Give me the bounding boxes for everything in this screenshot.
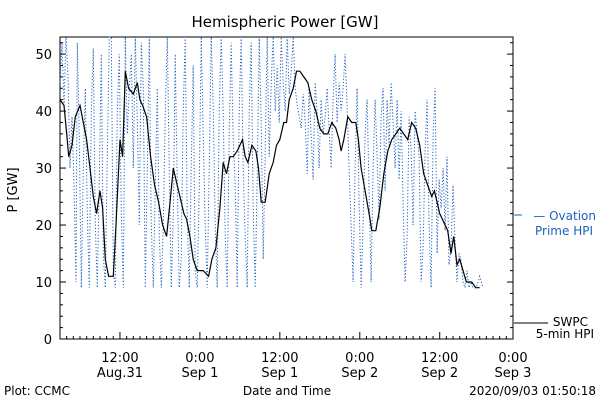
- x-tick-label: 0:00: [185, 351, 214, 366]
- plot-credit: Plot: CCMC: [4, 384, 70, 398]
- chart-title: Hemispheric Power [GW]: [192, 13, 379, 31]
- x-tick-label: 12:00: [421, 351, 458, 366]
- legend: — Ovation Prime HPI SWPC 5-min HPI: [514, 209, 596, 341]
- y-axis-label: P [GW]: [6, 167, 21, 212]
- x-tick-label: Sep 3: [495, 366, 532, 381]
- x-tick-label: Sep 2: [341, 366, 378, 381]
- y-tick-label: 10: [35, 276, 52, 291]
- x-tick-label: 0:00: [345, 351, 374, 366]
- y-tick-label: 50: [35, 48, 52, 63]
- y-axis: 0 10 20 30 40 50: [35, 42, 513, 348]
- series-layer: [59, 36, 484, 289]
- series-ovation-line: [59, 36, 484, 289]
- y-tick-label: 20: [35, 219, 52, 234]
- x-tick-label: Aug.31: [97, 366, 143, 381]
- legend-swpc-line1: SWPC: [553, 315, 588, 329]
- series-swpc-line: [59, 70, 480, 289]
- x-tick-label: Sep 1: [261, 366, 298, 381]
- plot-timestamp: 2020/09/03 01:50:18: [469, 384, 596, 398]
- legend-ovation-line1: — Ovation: [533, 209, 596, 223]
- x-tick-label: 12:00: [101, 351, 138, 366]
- y-tick-label: 0: [44, 333, 52, 348]
- y-tick-label: 30: [35, 162, 52, 177]
- y-tick-label: 40: [35, 105, 52, 120]
- x-tick-label: Sep 2: [421, 366, 458, 381]
- x-tick-label: 0:00: [498, 351, 527, 366]
- x-axis-label: Date and Time: [243, 384, 331, 398]
- legend-ovation-line2: Prime HPI: [535, 224, 593, 238]
- x-tick-label: Sep 1: [181, 366, 218, 381]
- x-tick-label: 12:00: [261, 351, 298, 366]
- legend-swpc-line2: 5-min HPI: [536, 327, 594, 341]
